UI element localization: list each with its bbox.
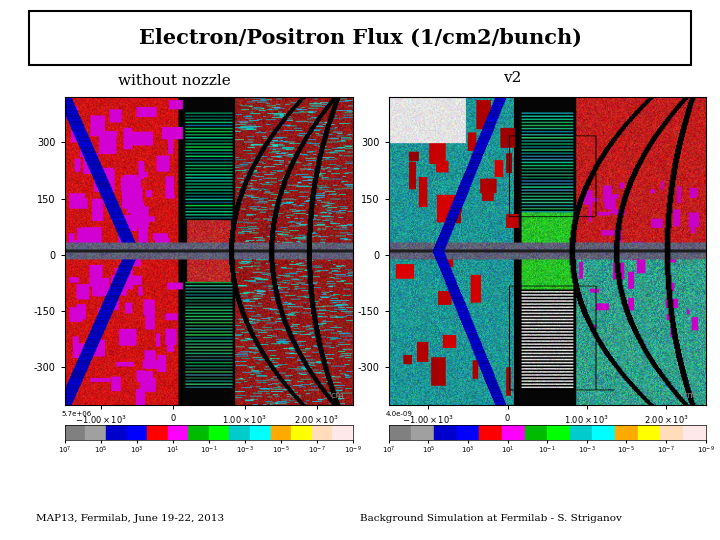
Bar	[147, 425, 168, 440]
Bar	[638, 425, 660, 440]
Bar	[456, 425, 480, 440]
Bar	[188, 425, 209, 440]
Bar	[230, 425, 250, 440]
Text: 5.7e+06: 5.7e+06	[62, 411, 92, 417]
Bar	[250, 425, 271, 440]
Text: Electron/Positron Flux (1/cm2/bunch): Electron/Positron Flux (1/cm2/bunch)	[138, 28, 582, 48]
Text: MAP13, Fermilab, June 19-22, 2013: MAP13, Fermilab, June 19-22, 2013	[36, 514, 224, 523]
Bar	[480, 425, 502, 440]
Bar	[502, 425, 525, 440]
Bar	[106, 425, 127, 440]
Bar	[615, 425, 638, 440]
Bar	[389, 425, 411, 440]
Bar	[683, 425, 706, 440]
Bar	[434, 425, 456, 440]
Text: v2: v2	[503, 71, 521, 85]
Bar	[312, 425, 332, 440]
Bar	[65, 425, 86, 440]
FancyBboxPatch shape	[29, 11, 691, 65]
Text: cm: cm	[330, 392, 344, 400]
Text: 4.0e-09: 4.0e-09	[386, 411, 413, 417]
Bar	[291, 425, 312, 440]
Bar	[660, 425, 683, 440]
Text: cm: cm	[683, 392, 696, 400]
Bar	[593, 425, 615, 440]
Bar	[547, 425, 570, 440]
Bar	[86, 425, 106, 440]
Bar	[411, 425, 434, 440]
Bar	[525, 425, 547, 440]
Text: Background Simulation at Fermilab - S. Striganov: Background Simulation at Fermilab - S. S…	[360, 514, 622, 523]
Bar	[271, 425, 291, 440]
Bar	[209, 425, 230, 440]
Bar	[168, 425, 188, 440]
Text: without nozzle: without nozzle	[118, 74, 231, 88]
Bar	[332, 425, 353, 440]
Bar	[127, 425, 147, 440]
Bar	[570, 425, 593, 440]
